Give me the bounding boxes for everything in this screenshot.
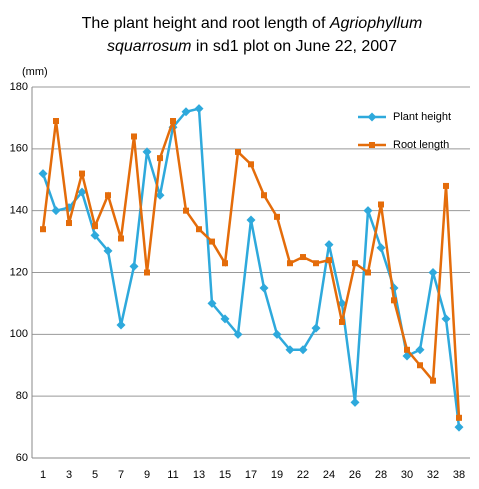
point xyxy=(441,314,451,324)
point xyxy=(207,298,217,308)
point xyxy=(285,345,295,355)
y-tick-label: 60 xyxy=(16,452,28,464)
point xyxy=(313,260,319,267)
point xyxy=(103,246,113,256)
point xyxy=(272,329,282,339)
point xyxy=(443,182,449,189)
point xyxy=(246,215,256,225)
point xyxy=(116,320,126,330)
y-tick-label: 120 xyxy=(10,266,28,278)
point xyxy=(391,297,397,304)
point xyxy=(53,118,59,125)
point xyxy=(155,190,165,200)
point xyxy=(311,323,321,333)
point xyxy=(363,206,373,216)
x-tick-label: 28 xyxy=(375,469,387,481)
x-tick-label: 19 xyxy=(271,469,283,481)
point xyxy=(376,243,386,253)
point xyxy=(248,161,254,168)
point xyxy=(324,240,334,250)
point xyxy=(454,422,464,432)
point xyxy=(233,329,243,339)
point xyxy=(194,104,204,114)
point xyxy=(222,260,228,267)
point xyxy=(157,155,163,162)
point xyxy=(129,261,139,271)
point xyxy=(181,107,191,117)
point xyxy=(428,268,438,277)
y-tick-label: 80 xyxy=(16,390,28,402)
point xyxy=(235,148,241,155)
point xyxy=(259,283,269,293)
point xyxy=(220,314,230,324)
x-tick-label: 7 xyxy=(118,469,124,481)
point xyxy=(90,230,100,240)
y-tick-label: 140 xyxy=(10,205,28,217)
point xyxy=(298,345,308,355)
point xyxy=(142,147,152,157)
point xyxy=(170,118,176,125)
y-tick-label: 160 xyxy=(10,143,28,155)
point xyxy=(415,345,425,355)
point xyxy=(352,260,358,267)
point xyxy=(287,260,293,267)
x-tick-label: 9 xyxy=(144,469,150,481)
point xyxy=(77,187,87,197)
x-tick-label: 11 xyxy=(167,469,178,481)
point xyxy=(365,269,371,276)
x-tick-label: 24 xyxy=(323,469,335,481)
y-axis-label: (mm) xyxy=(22,66,48,78)
point xyxy=(183,207,189,214)
point xyxy=(350,397,360,407)
point xyxy=(40,226,46,233)
x-tick-label: 32 xyxy=(427,469,439,481)
x-tick-label: 17 xyxy=(245,469,257,481)
point xyxy=(196,226,202,233)
point xyxy=(404,346,410,353)
x-tick-label: 3 xyxy=(66,469,72,481)
point xyxy=(261,192,267,199)
point xyxy=(300,254,306,261)
legend-label: Plant height xyxy=(393,111,451,123)
point xyxy=(274,213,280,220)
point xyxy=(326,257,332,264)
point xyxy=(417,362,423,369)
point xyxy=(51,206,61,216)
point xyxy=(369,142,375,148)
x-tick-label: 1 xyxy=(40,469,46,481)
point xyxy=(367,112,377,122)
x-tick-label: 22 xyxy=(297,469,309,481)
legend-label: Root length xyxy=(393,139,449,151)
point xyxy=(118,235,124,242)
x-tick-label: 15 xyxy=(219,469,231,481)
point xyxy=(131,133,137,140)
point xyxy=(209,238,215,245)
point xyxy=(66,220,72,227)
point xyxy=(378,201,384,208)
chart-title: The plant height and root length of Agri… xyxy=(82,15,423,32)
point xyxy=(38,169,48,179)
point xyxy=(339,318,345,325)
point xyxy=(79,170,85,177)
y-tick-label: 100 xyxy=(10,328,28,340)
point xyxy=(430,377,436,384)
chart-title: squarrosum in sd1 plot on June 22, 2007 xyxy=(107,38,397,55)
x-tick-label: 30 xyxy=(401,469,413,481)
point xyxy=(144,269,150,276)
y-tick-label: 180 xyxy=(10,81,28,93)
point xyxy=(456,414,462,421)
x-tick-label: 13 xyxy=(193,469,205,481)
point xyxy=(92,223,98,230)
x-tick-label: 26 xyxy=(349,469,361,481)
x-tick-label: 38 xyxy=(453,469,465,481)
x-tick-label: 5 xyxy=(92,469,98,481)
point xyxy=(105,192,111,199)
